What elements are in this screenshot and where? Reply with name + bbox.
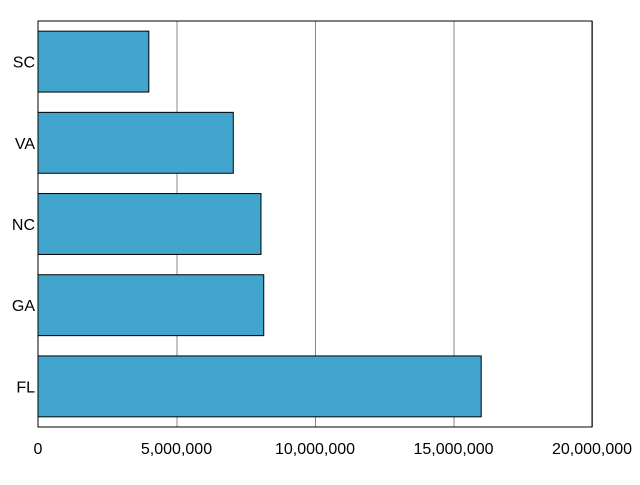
bar-nc [37,193,262,255]
x-tick-label-4: 20,000,000 [552,441,632,458]
bar-fl [37,355,482,418]
x-tick-labels: 0 5,000,000 10,000,000 15,000,000 20,000,000 [34,441,633,458]
x-tick-label-3: 15,000,000 [413,441,493,458]
x-tick-label-1: 5,000,000 [141,441,212,458]
bar-ga [37,274,265,337]
y-tick-label-sc: SC [13,55,35,72]
plot-frame [37,20,593,428]
x-tick-label-2: 10,000,000 [275,441,355,458]
y-tick-label-va: VA [15,136,35,153]
bar-va [37,111,234,174]
bars [37,30,482,418]
y-tick-label-fl: FL [16,379,35,396]
bar-sc [37,30,150,93]
y-tick-labels: SC VA NC GA FL [12,55,35,397]
y-tick-label-nc: NC [12,217,35,234]
y-tick-label-ga: GA [12,298,35,315]
x-tick-label-0: 0 [34,441,43,458]
